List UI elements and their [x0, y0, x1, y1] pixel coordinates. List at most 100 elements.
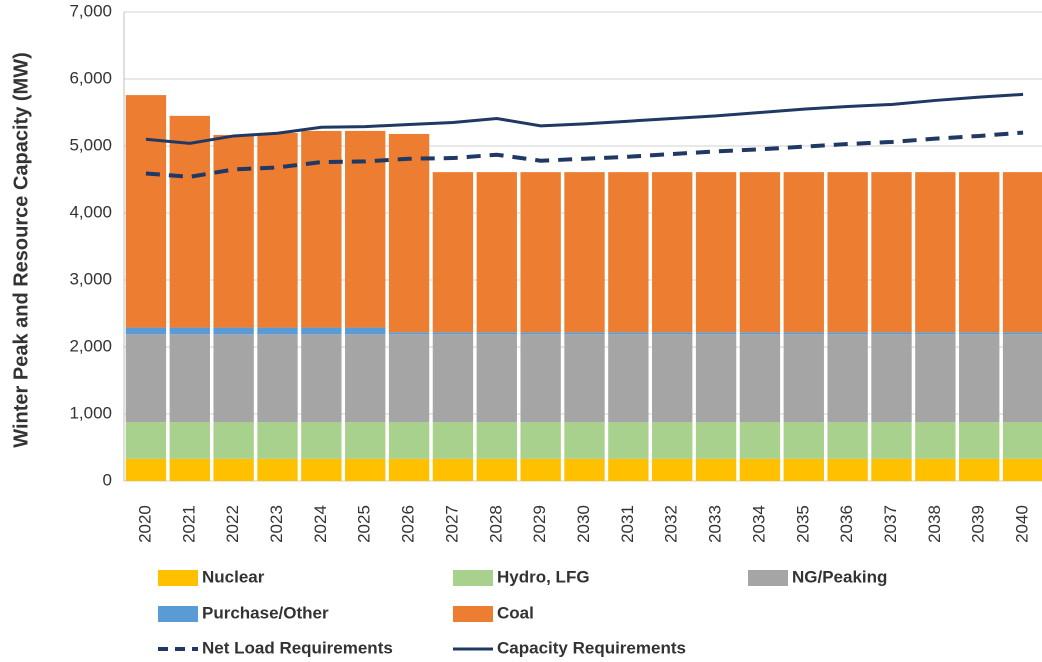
- bar-segment: [827, 332, 868, 335]
- bar-segment: [783, 332, 824, 335]
- bar-segment: [345, 327, 386, 335]
- legend-swatch: [453, 606, 493, 622]
- bar-segment: [652, 422, 693, 459]
- bar-segment: [608, 458, 649, 481]
- bar-segment: [476, 332, 517, 335]
- y-tick-label: 6,000: [69, 68, 112, 87]
- bar-segment: [652, 458, 693, 481]
- y-tick-label: 7,000: [69, 1, 112, 20]
- bar-segment: [695, 458, 737, 481]
- bar-segment: [564, 458, 605, 481]
- bar-segment: [213, 134, 254, 328]
- bar-segment: [520, 332, 561, 335]
- bar-segment: [827, 172, 868, 333]
- bar-segment: [257, 132, 298, 328]
- bar-segment: [739, 334, 781, 423]
- bar-segment: [213, 334, 254, 423]
- bar-segment: [871, 422, 912, 459]
- bar-segment: [608, 332, 649, 335]
- y-tick-label: 5,000: [69, 135, 112, 154]
- bar-segment: [1002, 172, 1042, 333]
- bar-segment: [257, 422, 298, 459]
- bar-segment: [213, 327, 254, 335]
- bar-segment: [652, 172, 693, 333]
- bar-segment: [783, 334, 824, 423]
- bar-segment: [388, 458, 430, 481]
- x-tick-label: 2040: [1013, 505, 1032, 543]
- bar-segment: [739, 172, 781, 333]
- legend-label: Capacity Requirements: [497, 638, 686, 657]
- bar-segment: [783, 172, 824, 333]
- bar-segment: [695, 422, 737, 459]
- legend-label: Hydro, LFG: [497, 567, 590, 586]
- x-tick-label: 2031: [618, 505, 637, 543]
- y-tick-label: 0: [103, 470, 112, 489]
- bar-segment: [257, 327, 298, 335]
- x-tick-label: 2028: [486, 505, 505, 543]
- bar-segment: [169, 422, 210, 459]
- x-tick-label: 2022: [223, 505, 242, 543]
- bar-segment: [169, 334, 210, 423]
- legend-label: NG/Peaking: [792, 567, 887, 586]
- legend-label: Purchase/Other: [202, 603, 329, 622]
- bar-segment: [959, 458, 1000, 481]
- x-tick-label: 2025: [355, 505, 374, 543]
- bar-segment: [432, 172, 474, 333]
- bar-segment: [388, 332, 430, 335]
- bar-segment: [125, 327, 167, 335]
- bar-segment: [871, 332, 912, 335]
- bar-segment: [695, 172, 737, 333]
- bar-segment: [432, 332, 474, 335]
- y-tick-label: 2,000: [69, 336, 112, 355]
- bar-segment: [125, 95, 167, 328]
- bar-segment: [520, 172, 561, 333]
- x-tick-label: 2021: [179, 505, 198, 543]
- legend-label: Nuclear: [202, 567, 265, 586]
- x-tick-label: 2036: [837, 505, 856, 543]
- y-tick-label: 3,000: [69, 269, 112, 288]
- bar-segment: [169, 458, 210, 481]
- bar-segment: [783, 458, 824, 481]
- bar-segment: [169, 115, 210, 328]
- x-tick-label: 2037: [881, 505, 900, 543]
- bar-segment: [213, 458, 254, 481]
- bar-segment: [257, 334, 298, 423]
- bar-segment: [432, 422, 474, 459]
- bar-segment: [345, 334, 386, 423]
- bar-segment: [432, 458, 474, 481]
- x-tick-label: 2038: [925, 505, 944, 543]
- bar-segment: [564, 334, 605, 423]
- bar-segment: [125, 334, 167, 423]
- bar-segment: [301, 458, 342, 481]
- bar-segment: [432, 334, 474, 423]
- bar-segment: [301, 334, 342, 423]
- line-series: [145, 130, 1024, 179]
- legend-label: Coal: [497, 603, 534, 622]
- legend-swatch: [453, 570, 493, 586]
- legend-swatch: [748, 570, 788, 586]
- bar-segment: [608, 422, 649, 459]
- bar-segment: [827, 334, 868, 423]
- bar-segment: [608, 172, 649, 333]
- bar-segment: [169, 327, 210, 335]
- bar-segment: [388, 334, 430, 423]
- bar-segment: [476, 172, 517, 333]
- x-tick-label: 2020: [135, 505, 154, 543]
- bar-segment: [915, 332, 956, 335]
- bar-segment: [652, 332, 693, 335]
- bar-segment: [520, 334, 561, 423]
- bar-segment: [1002, 458, 1042, 481]
- bar-segment: [827, 422, 868, 459]
- bar-segment: [871, 334, 912, 423]
- x-tick-label: 2035: [793, 505, 812, 543]
- bar-segment: [520, 458, 561, 481]
- bar-segment: [783, 422, 824, 459]
- bar-segment: [388, 133, 430, 333]
- bar-segment: [739, 332, 781, 335]
- bar-segment: [564, 332, 605, 335]
- bar-segment: [125, 422, 167, 459]
- y-axis-label: Winter Peak and Resource Capacity (MW): [10, 52, 32, 447]
- bar-segment: [345, 458, 386, 481]
- bar-segment: [695, 334, 737, 423]
- legend-swatch: [158, 570, 198, 586]
